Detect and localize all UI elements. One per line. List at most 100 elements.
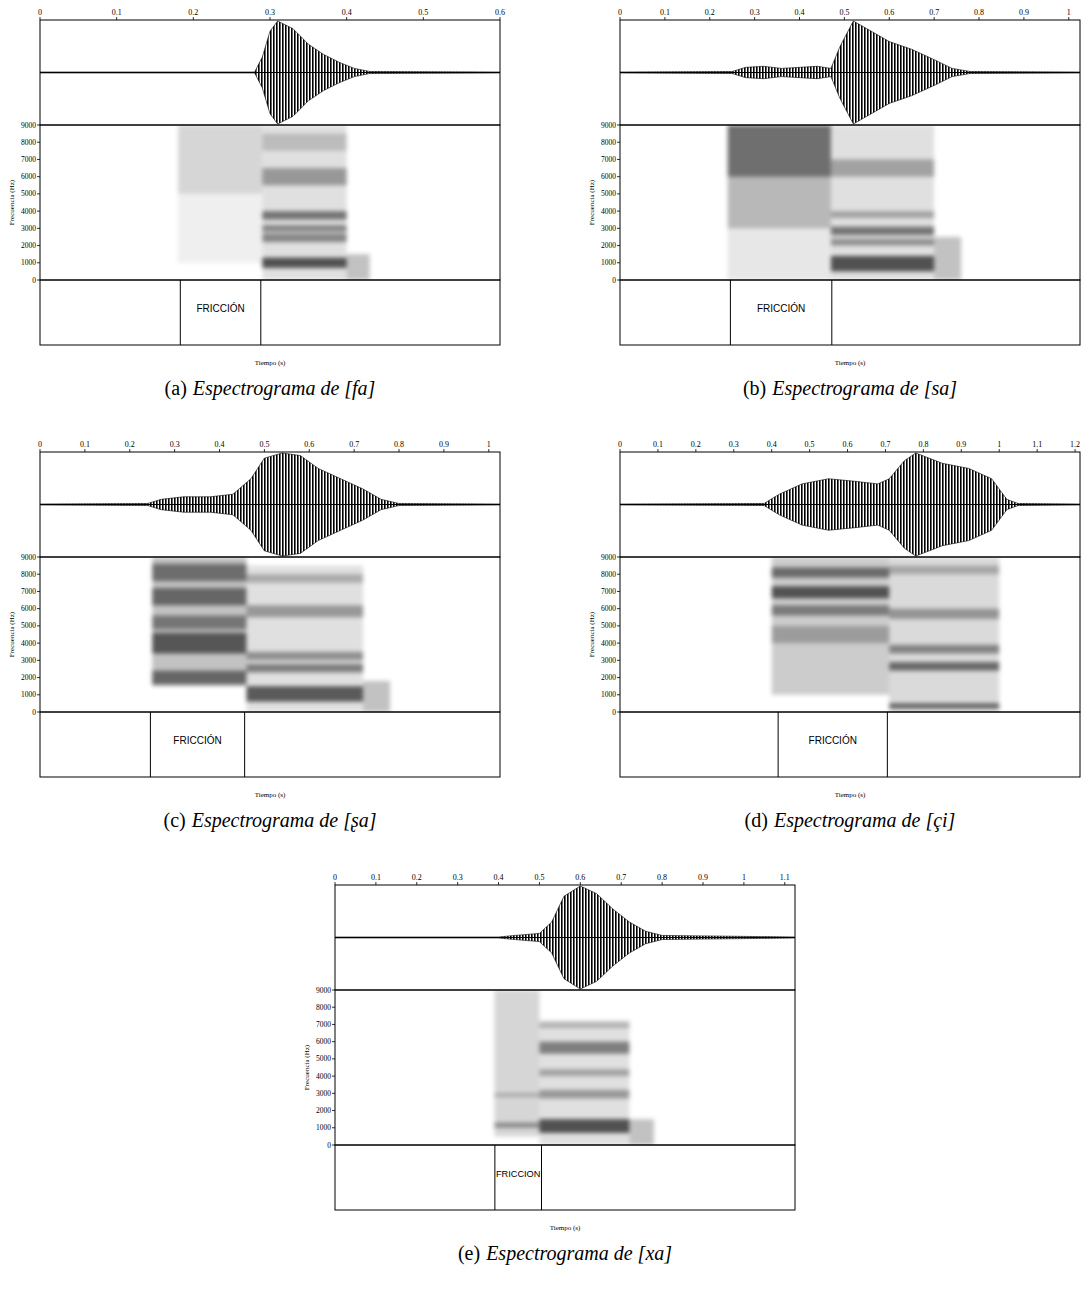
x-tick-label: 0.5 bbox=[418, 8, 428, 17]
x-tick-label: 0.4 bbox=[494, 873, 504, 882]
y-tick-label: 1000 bbox=[316, 1123, 331, 1132]
x-tick bbox=[733, 449, 734, 452]
spectrogram-cell bbox=[152, 564, 246, 581]
spectrogram-cell bbox=[178, 194, 262, 263]
x-tick-label: 1.2 bbox=[1070, 440, 1080, 449]
y-tick-label: 1000 bbox=[21, 258, 36, 267]
x-tick-label: 1 bbox=[742, 873, 746, 882]
x-axis-title: Tiempo (s) bbox=[550, 1224, 581, 1232]
x-tick bbox=[885, 449, 886, 452]
x-axis-title: Tiempo (s) bbox=[255, 791, 286, 799]
caption-text: Espectrograma de [fa] bbox=[192, 377, 376, 400]
y-tick bbox=[332, 990, 335, 991]
spectrogram-frame bbox=[40, 557, 500, 712]
spectrogram-cell bbox=[539, 1069, 629, 1076]
x-tick bbox=[354, 449, 355, 452]
x-axis-title: Tiempo (s) bbox=[255, 359, 286, 367]
x-tick-label: 0.6 bbox=[575, 873, 585, 882]
y-tick-label: 3000 bbox=[21, 656, 36, 665]
y-tick-label: 3000 bbox=[316, 1089, 331, 1098]
spectrogram-cells bbox=[728, 125, 961, 280]
x-tick-label: 0.5 bbox=[839, 8, 849, 17]
x-tick-label: 1.1 bbox=[1032, 440, 1042, 449]
x-tick-label: 0.4 bbox=[215, 440, 225, 449]
x-tick-label: 0.9 bbox=[439, 440, 449, 449]
x-tick-label: 0.2 bbox=[412, 873, 422, 882]
interval-boundary bbox=[778, 712, 779, 777]
y-tick bbox=[332, 1127, 335, 1128]
y-tick-label: 2000 bbox=[601, 241, 616, 250]
y-tick bbox=[617, 245, 620, 246]
x-tick-label: 0.7 bbox=[349, 440, 359, 449]
x-tick bbox=[264, 449, 265, 452]
x-tick-label: 0 bbox=[618, 440, 622, 449]
x-tick bbox=[346, 17, 347, 20]
caption-text: Espectrograma de [çi] bbox=[773, 809, 955, 832]
spectrogram-cell bbox=[262, 134, 346, 151]
x-tick bbox=[416, 882, 417, 885]
y-tick-label: 8000 bbox=[21, 570, 36, 579]
panel-letter: (c) bbox=[163, 809, 185, 832]
x-tick-label: 0.6 bbox=[304, 440, 314, 449]
x-tick-label: 0.1 bbox=[660, 8, 670, 17]
y-tick-label: 9000 bbox=[21, 553, 36, 562]
y-tick bbox=[617, 574, 620, 575]
spectrogram-cell bbox=[934, 237, 961, 280]
y-axis-title: Frecuencia (Hz) bbox=[588, 179, 596, 225]
y-tick bbox=[332, 1093, 335, 1094]
waveform-frame bbox=[620, 452, 1080, 557]
x-tick bbox=[961, 449, 962, 452]
y-tick-label: 5000 bbox=[316, 1054, 331, 1063]
y-tick-label: 9000 bbox=[601, 553, 616, 562]
y-tick bbox=[37, 591, 40, 592]
caption: (e)Espectrograma de [xa] bbox=[458, 1242, 672, 1265]
interval-boundary bbox=[150, 712, 151, 777]
y-tick-label: 4000 bbox=[601, 207, 616, 216]
y-tick-label: 6000 bbox=[601, 172, 616, 181]
spectrogram-cells bbox=[772, 557, 1000, 712]
waveform-envelope bbox=[40, 453, 500, 556]
y-tick-label: 4000 bbox=[601, 639, 616, 648]
spectrogram bbox=[494, 990, 653, 1145]
x-tick-label: 0.3 bbox=[170, 440, 180, 449]
x-tick-label: 0 bbox=[618, 8, 622, 17]
interval-boundary bbox=[180, 280, 181, 345]
waveform-envelope bbox=[620, 453, 1080, 556]
spectrogram-cell bbox=[772, 626, 890, 643]
y-tick bbox=[37, 280, 40, 281]
y-tick-label: 3000 bbox=[601, 656, 616, 665]
x-tick-label: 0.1 bbox=[80, 440, 90, 449]
y-tick-label: 0 bbox=[612, 708, 616, 717]
spectrogram-cell bbox=[363, 681, 390, 712]
spectrogram-cell bbox=[262, 234, 346, 243]
caption: (a)Espectrograma de [fa] bbox=[165, 377, 376, 400]
x-tick-label: 0.1 bbox=[371, 873, 381, 882]
spectrogram-cell bbox=[831, 256, 934, 272]
y-tick bbox=[332, 1041, 335, 1042]
y-tick bbox=[617, 677, 620, 678]
spectrogram-cell bbox=[772, 557, 890, 695]
y-tick bbox=[617, 591, 620, 592]
x-tick-label: 0.3 bbox=[453, 873, 463, 882]
waveform-frame bbox=[40, 20, 500, 125]
y-tick-label: 9000 bbox=[601, 121, 616, 130]
caption-text: Espectrograma de [xa] bbox=[485, 1242, 672, 1265]
spectrogram-cell bbox=[889, 645, 999, 654]
x-tick-label: 0.5 bbox=[259, 440, 269, 449]
y-tick-label: 6000 bbox=[316, 1037, 331, 1046]
x-tick bbox=[399, 449, 400, 452]
interval-label: FRICCIÓN bbox=[809, 734, 857, 746]
waveform-frame bbox=[335, 885, 795, 990]
y-tick-label: 0 bbox=[32, 708, 36, 717]
x-tick-label: 0.8 bbox=[974, 8, 984, 17]
x-tick-label: 0.8 bbox=[918, 440, 928, 449]
y-tick bbox=[617, 643, 620, 644]
spectrogram-cell bbox=[831, 227, 934, 236]
y-tick-label: 5000 bbox=[601, 189, 616, 198]
y-tick bbox=[37, 228, 40, 229]
waveform-frame bbox=[40, 452, 500, 557]
spectrogram-cells bbox=[152, 557, 390, 712]
y-tick-label: 5000 bbox=[21, 621, 36, 630]
x-tick-label: 0.7 bbox=[880, 440, 890, 449]
x-tick-label: 0.2 bbox=[188, 8, 198, 17]
